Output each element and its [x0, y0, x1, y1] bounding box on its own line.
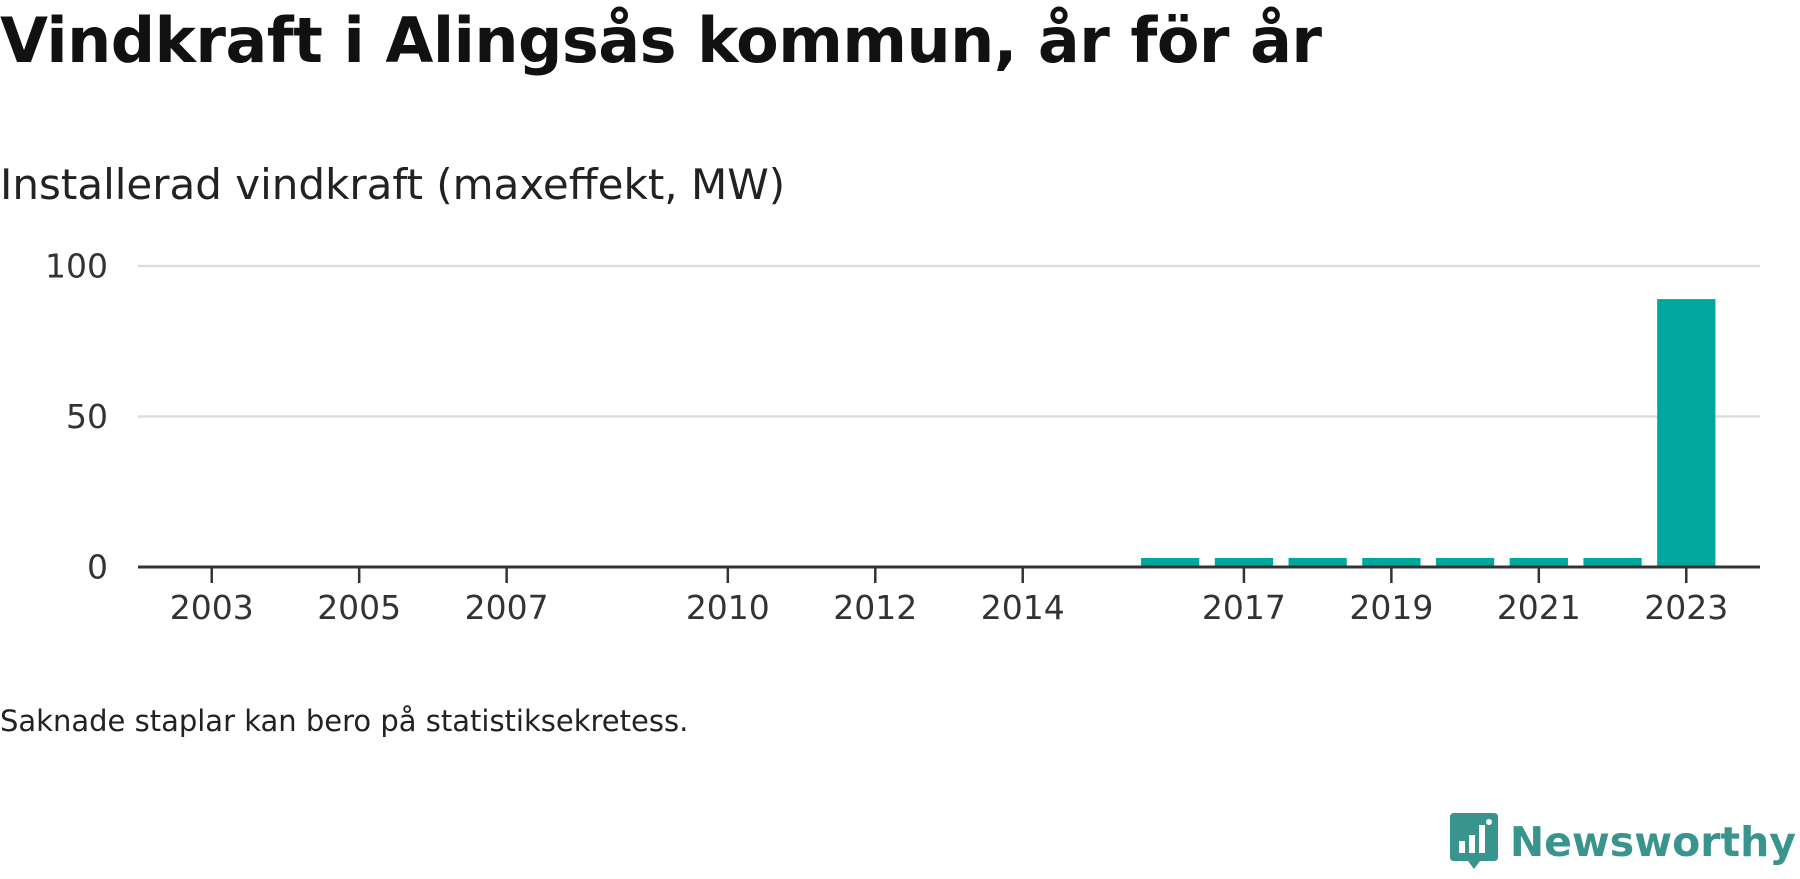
- x-tick-label: 2003: [170, 588, 254, 627]
- y-axis-labels: 0 50 100: [45, 247, 108, 587]
- grid-lines: [138, 264, 1760, 418]
- x-tick-label: 2021: [1497, 588, 1581, 627]
- y-tick-label: 100: [45, 247, 108, 286]
- bar: [1509, 557, 1568, 567]
- bar: [1362, 557, 1421, 567]
- x-tick-label: 2023: [1644, 588, 1728, 627]
- x-tick-label: 2019: [1349, 588, 1433, 627]
- x-tick-label: 2014: [981, 588, 1065, 627]
- bar: [1657, 299, 1716, 567]
- x-tick-label: 2005: [317, 588, 401, 627]
- bar: [1141, 557, 1200, 567]
- bar: [1214, 557, 1274, 567]
- x-axis-labels: 2003 2005 2007 2010 2012 2014 2017 2019 2021 2023: [170, 588, 1729, 627]
- y-tick-label: 0: [87, 548, 108, 587]
- brand-name: Newsworthy: [1509, 818, 1796, 866]
- chart-title: Vindkraft i Alingsås kommun, år för år: [0, 4, 1322, 77]
- footnote: Saknade staplar kan bero på statistiksek…: [0, 704, 689, 738]
- newsworthy-logo-icon: [1449, 813, 1498, 869]
- brand-logo: Newsworthy: [1448, 811, 1796, 873]
- bar: [1435, 557, 1495, 567]
- x-tick-label: 2017: [1202, 588, 1286, 627]
- x-tick-label: 2012: [833, 588, 917, 627]
- x-axis: [138, 565, 1760, 583]
- chart-subtitle: Installerad vindkraft (maxeffekt, MW): [0, 160, 786, 209]
- bar: [1288, 557, 1347, 567]
- bars: [1141, 299, 1716, 567]
- y-tick-label: 50: [66, 397, 108, 436]
- x-tick-label: 2007: [465, 588, 549, 627]
- x-tick-label: 2010: [686, 588, 770, 627]
- bar: [1583, 557, 1642, 567]
